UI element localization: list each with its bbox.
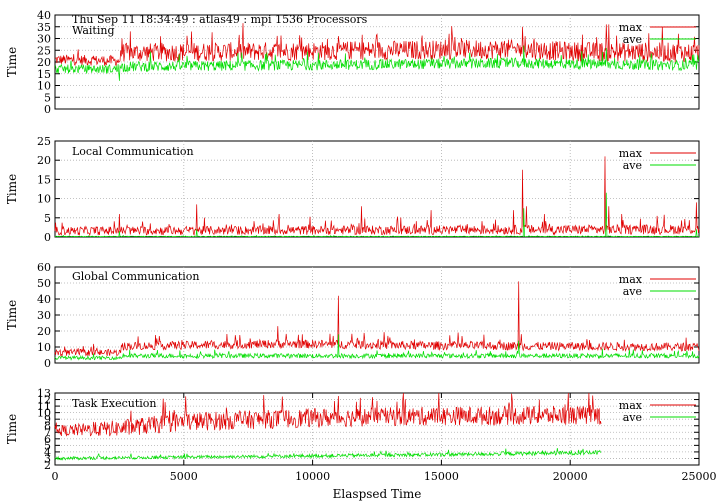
y-tick-label: 10 xyxy=(37,341,51,354)
y-tick-label: 5 xyxy=(44,212,51,225)
y-tick-label: 25 xyxy=(37,44,51,57)
y-tick-label: 25 xyxy=(37,135,51,148)
y-tick-label: 5 xyxy=(44,91,51,104)
series-line-ave xyxy=(54,45,700,81)
y-tick-label: 30 xyxy=(37,309,51,322)
legend-label-max: max xyxy=(619,147,643,160)
y-tick-label: 0 xyxy=(44,231,51,244)
panel-label: Task Execution xyxy=(72,397,156,410)
legend-label-max: max xyxy=(619,273,643,286)
y-tick-label: 10 xyxy=(37,193,51,206)
y-tick-label: 10 xyxy=(37,407,51,420)
series-layer xyxy=(54,392,602,461)
panel-label: Global Communication xyxy=(72,270,200,283)
legend-label-ave: ave xyxy=(623,159,642,172)
legend: max ave xyxy=(619,399,696,424)
y-tick-label: 3 xyxy=(44,452,51,465)
y-tick-label: 11 xyxy=(37,400,51,413)
chart-title: Thu Sep 11 18:34:49 : atlas49 : mpi 1536… xyxy=(72,13,368,26)
y-axis-label: Time xyxy=(5,174,19,204)
legend: max ave xyxy=(619,21,696,46)
y-tick-label: 5 xyxy=(44,439,51,452)
series-layer xyxy=(54,23,700,81)
x-tick-label: 10000 xyxy=(295,470,330,483)
panel-frame xyxy=(54,392,700,466)
legend: max ave xyxy=(619,273,696,298)
y-tick-label: 20 xyxy=(37,325,51,338)
ytick-layer: 0 10 20 30 40 50 60 xyxy=(37,261,699,370)
x-axis: 0 5000 10000 15000 20000 25000 xyxy=(52,393,717,483)
y-tick-label: 35 xyxy=(37,21,51,34)
y-tick-label: 8 xyxy=(44,420,51,433)
legend-label-max: max xyxy=(619,399,643,412)
y-tick-label: 15 xyxy=(37,68,51,81)
y-tick-label: 30 xyxy=(37,33,51,46)
y-tick-label: 15 xyxy=(37,173,51,186)
legend-label-ave: ave xyxy=(623,411,642,424)
series-line-ave xyxy=(54,447,602,461)
legend-label-ave: ave xyxy=(623,285,642,298)
y-axis-label: Time xyxy=(5,300,19,330)
series-line-max xyxy=(54,392,602,437)
x-tick-label: 15000 xyxy=(424,470,459,483)
x-tick-label: 25000 xyxy=(682,470,717,483)
grid-layer xyxy=(55,15,699,109)
y-tick-label: 10 xyxy=(37,80,51,93)
series-layer xyxy=(54,156,700,238)
legend-label-ave: ave xyxy=(623,33,642,46)
grid-layer xyxy=(55,141,699,237)
y-tick-label: 6 xyxy=(44,433,51,446)
y-tick-label: 12 xyxy=(37,394,51,407)
ytick-layer: 0 5 10 15 20 25 xyxy=(37,135,699,244)
y-tick-label: 40 xyxy=(37,293,51,306)
y-tick-label: 13 xyxy=(37,387,51,400)
y-tick-label: 50 xyxy=(37,277,51,290)
y-tick-label: 4 xyxy=(44,446,51,459)
y-axis-label: Time xyxy=(5,414,19,444)
x-axis-label: Elaspsed Time xyxy=(333,487,422,501)
x-tick-label: 0 xyxy=(52,470,59,483)
series-line-ave xyxy=(54,334,700,361)
series-line-max xyxy=(54,23,700,67)
legend: max ave xyxy=(619,147,696,172)
y-tick-label: 0 xyxy=(44,103,51,116)
legend-label-max: max xyxy=(619,21,643,34)
y-tick-label: 7 xyxy=(44,426,51,439)
y-tick-label: 0 xyxy=(44,357,51,370)
series-line-ave xyxy=(54,192,699,238)
x-tick-label: 20000 xyxy=(553,470,588,483)
y-tick-label: 40 xyxy=(37,9,51,22)
y-axis-label: Time xyxy=(5,47,19,77)
panel-label: Local Communication xyxy=(72,145,194,158)
y-tick-label: 9 xyxy=(44,413,51,426)
y-tick-label: 20 xyxy=(37,56,51,69)
panel-local-communication: 0 5 10 15 20 25 Local Communication Time max … xyxy=(5,135,700,244)
panel-label: Waiting xyxy=(72,24,115,37)
y-tick-label: 60 xyxy=(37,261,51,274)
y-tick-label: 20 xyxy=(37,154,51,167)
x-tick-label: 5000 xyxy=(170,470,198,483)
y-tick-label: 2 xyxy=(44,459,51,472)
series-layer xyxy=(54,281,700,361)
series-line-max xyxy=(54,156,700,237)
series-line-max xyxy=(54,281,700,358)
